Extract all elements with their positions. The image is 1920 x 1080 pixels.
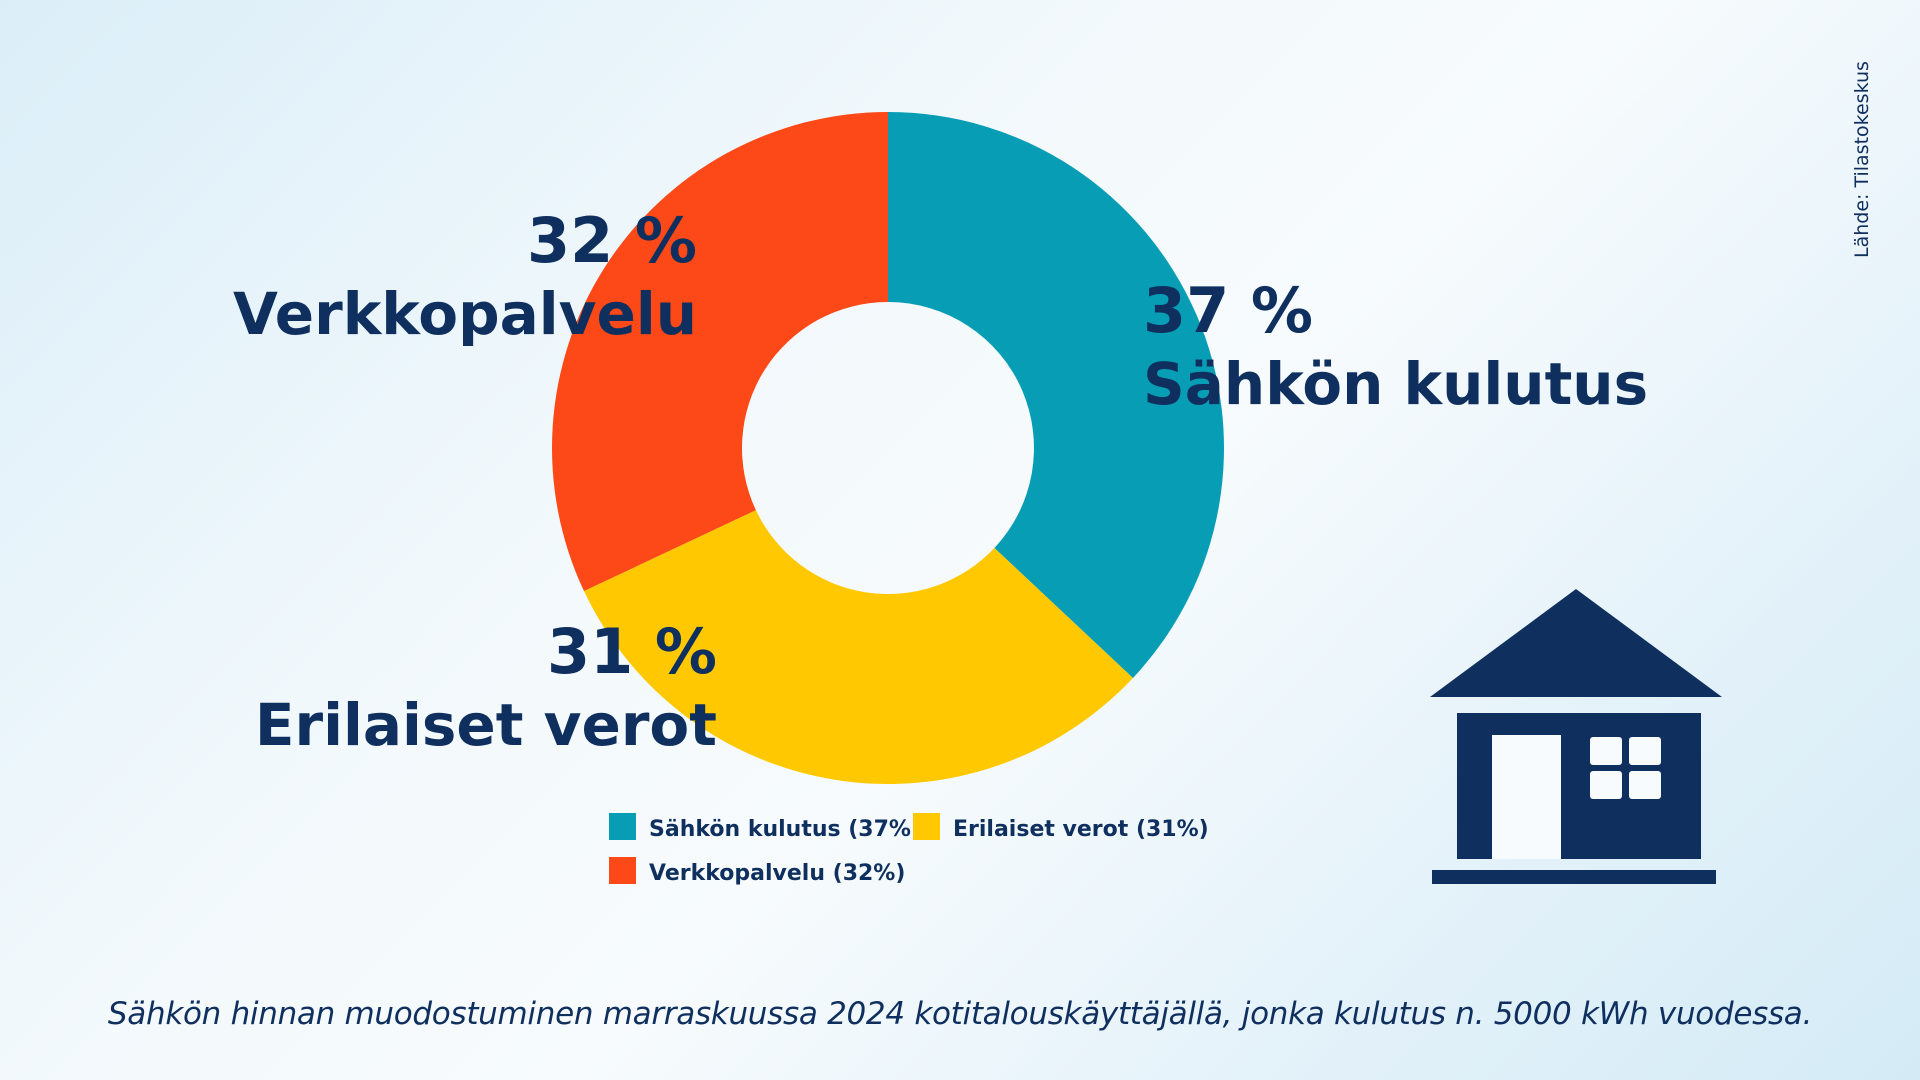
slice-label-percent-1: 37 % xyxy=(1143,274,1313,347)
donut-slice-3 xyxy=(551,112,888,592)
house-door xyxy=(1492,735,1561,859)
house-icon xyxy=(1430,589,1722,884)
legend: Sähkön kulutus (37%) Erilaiset verot (31… xyxy=(609,813,1209,886)
legend-label-1: Sähkön kulutus (37%) xyxy=(649,817,921,842)
slice-label-name-2: Erilaiset verot xyxy=(255,691,717,759)
slice-label-name-1: Sähkön kulutus xyxy=(1143,350,1648,418)
slice-label-percent-2: 31 % xyxy=(547,615,717,688)
chart-caption: Sähkön hinnan muodostuminen marraskuussa… xyxy=(107,996,1813,1032)
legend-label-2: Erilaiset verot (31%) xyxy=(953,817,1209,842)
legend-label-3: Verkkopalvelu (32%) xyxy=(649,861,905,886)
house-base xyxy=(1432,870,1716,884)
house-window xyxy=(1590,737,1661,799)
source-note: Lähde: Tilastokeskus xyxy=(1851,61,1873,258)
slice-label-percent-3: 32 % xyxy=(527,204,697,277)
legend-swatch-3 xyxy=(609,857,636,884)
slice-label-name-3: Verkkopalvelu xyxy=(233,280,697,348)
legend-swatch-1 xyxy=(609,813,636,840)
legend-swatch-2 xyxy=(913,813,940,840)
house-roof xyxy=(1430,589,1722,697)
house-wall-door-top xyxy=(1492,713,1561,735)
donut-slice-1 xyxy=(888,112,1224,679)
donut-slice-2 xyxy=(583,510,1133,785)
donut-slices xyxy=(551,112,1224,785)
